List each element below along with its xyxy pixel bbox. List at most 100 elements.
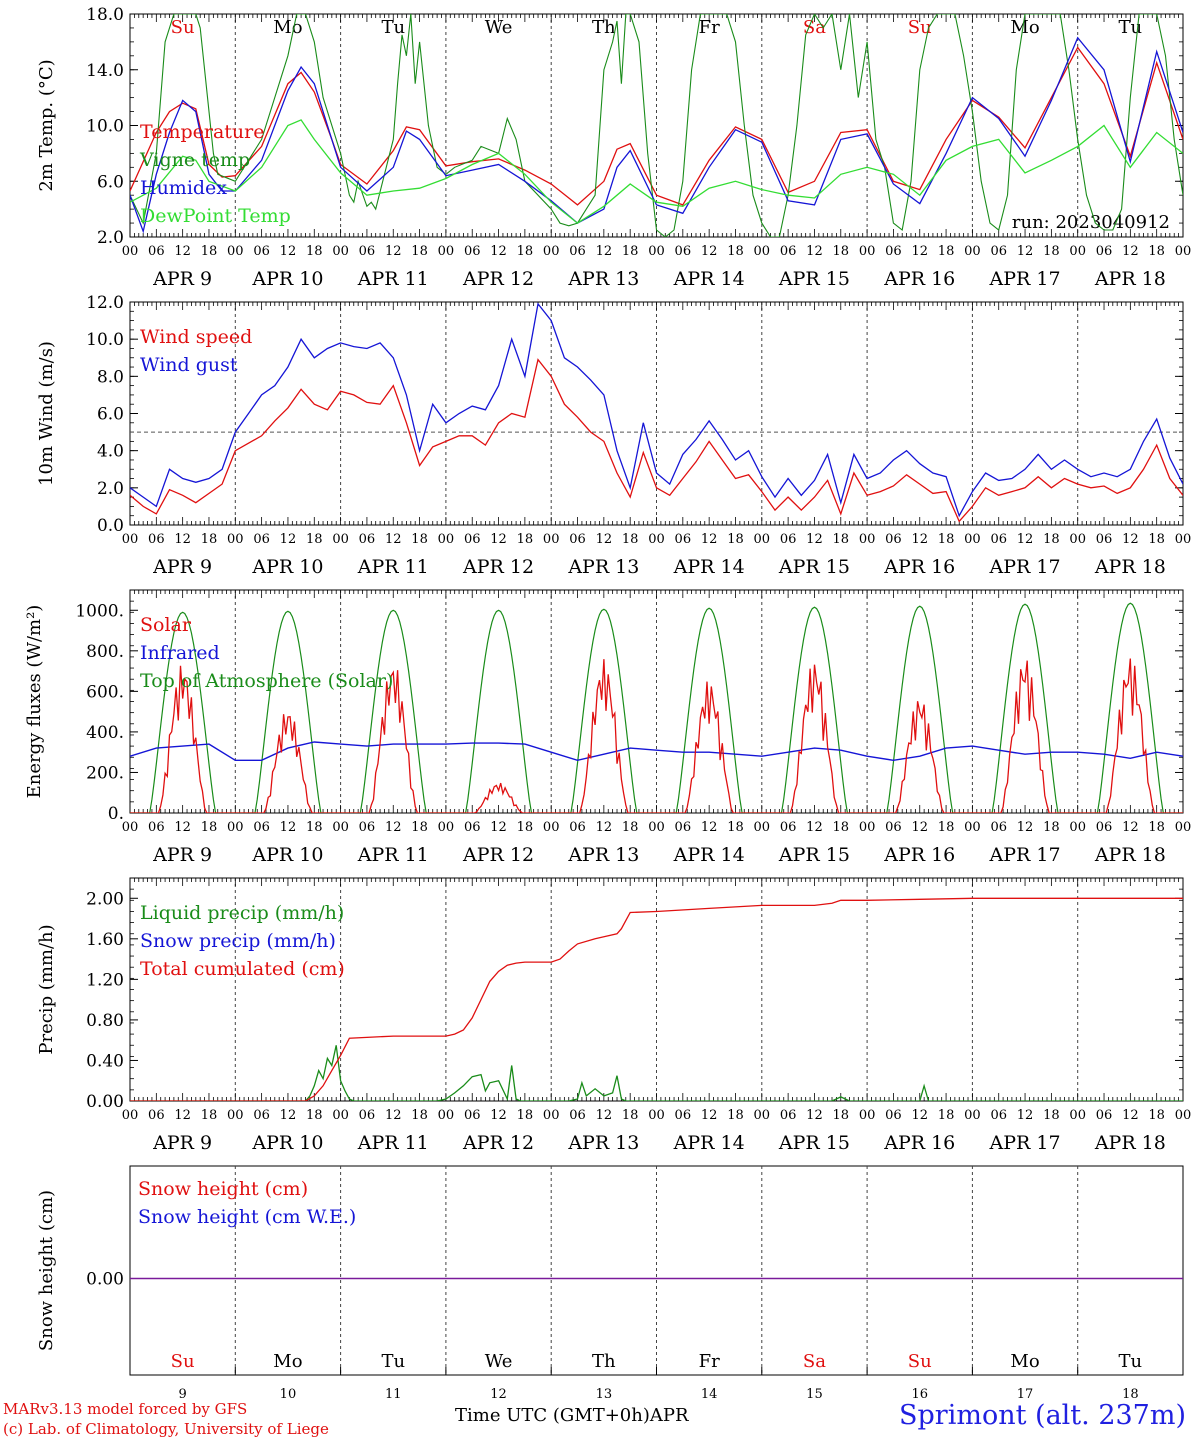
hour-label: 00	[1175, 532, 1192, 547]
temperature-line	[130, 46, 1183, 206]
legend-humidex: Humidex	[140, 177, 227, 199]
date-label: APR 11	[357, 556, 429, 578]
date-label: APR 14	[673, 268, 745, 290]
hour-label: 12	[1122, 820, 1139, 835]
hour-label: 18	[833, 532, 850, 547]
hour-label: 06	[253, 820, 270, 835]
lab-credit: (c) Lab. of Climatology, University of L…	[3, 1420, 329, 1438]
hour-label: 00	[122, 244, 139, 259]
weekday-label: Fr	[699, 1351, 720, 1372]
weekday-label: We	[485, 17, 513, 38]
hour-label: 18	[201, 820, 218, 835]
hour-label: 06	[990, 244, 1007, 259]
date-label: APR 9	[152, 1132, 212, 1154]
day-number-label: 10	[280, 1387, 297, 1402]
hour-label: 00	[1175, 244, 1192, 259]
date-label: APR 15	[778, 844, 850, 866]
hour-label: 00	[122, 820, 139, 835]
y-tick-label: 0.00	[86, 1092, 124, 1112]
hour-label: 18	[517, 244, 534, 259]
weekday-label: Tu	[381, 1351, 405, 1372]
hour-label: 06	[253, 532, 270, 547]
hour-label: 00	[859, 532, 876, 547]
humidex-line	[130, 302, 1183, 518]
hour-label: 06	[569, 1108, 586, 1123]
legend-temperature: Solar	[140, 614, 192, 636]
hour-label: 12	[806, 820, 823, 835]
panels-layer: 2.0 6.0 10.0 14.0 18.0 2m Temp. (°C) 00 06 12 18 A…	[24, 5, 1191, 1402]
legend-humidex: Snow height (cm W.E.)	[138, 1206, 356, 1228]
date-label: APR 11	[357, 1132, 429, 1154]
hour-label: 06	[1096, 532, 1113, 547]
legend-vigne: Liquid precip (mm/h)	[140, 902, 344, 924]
hour-label: 18	[517, 820, 534, 835]
date-label: APR 18	[1094, 844, 1166, 866]
hour-label: 18	[201, 244, 218, 259]
hour-label: 00	[543, 244, 560, 259]
series-layer	[130, 14, 1183, 237]
hour-label: 00	[1069, 1108, 1086, 1123]
hour-label: 06	[359, 244, 376, 259]
y-tick-label: 18.0	[86, 5, 124, 25]
date-label: APR 15	[778, 1132, 850, 1154]
date-label: APR 18	[1094, 1132, 1166, 1154]
hour-label: 06	[675, 244, 692, 259]
weekday-label: Sa	[803, 1351, 826, 1372]
date-label: APR 18	[1094, 268, 1166, 290]
hour-label: 12	[280, 820, 297, 835]
date-label: APR 12	[462, 1132, 534, 1154]
hour-label: 06	[569, 244, 586, 259]
hour-label: 06	[253, 244, 270, 259]
weekday-label: We	[485, 1351, 513, 1372]
hour-label: 06	[780, 1108, 797, 1123]
hour-label: 06	[780, 532, 797, 547]
date-label: APR 10	[251, 268, 323, 290]
hour-label: 00	[964, 820, 981, 835]
hour-label: 00	[859, 820, 876, 835]
date-label: APR 13	[567, 268, 639, 290]
legend-vigne: Top of Atmosphere (Solar)	[140, 670, 393, 692]
hour-label: 00	[122, 1108, 139, 1123]
day-number-label: 14	[701, 1387, 718, 1402]
panel-4: 0.00 0.40 0.80 1.20 1.60 2.00 Precip (mm/h) 00 0…	[36, 877, 1191, 1154]
hour-label: 06	[148, 1108, 165, 1123]
date-label: APR 18	[1094, 556, 1166, 578]
date-label: APR 14	[673, 556, 745, 578]
date-label: APR 12	[462, 844, 534, 866]
legend-humidex: Infrared	[140, 642, 220, 664]
hour-label: 00	[543, 1108, 560, 1123]
y-tick-label: 1.20	[86, 970, 124, 990]
hour-label: 12	[385, 1108, 402, 1123]
hour-label: 00	[438, 244, 455, 259]
x-axis-month: APR	[649, 1405, 689, 1426]
hour-label: 06	[885, 532, 902, 547]
hour-label: 00	[648, 1108, 665, 1123]
hour-label: 18	[411, 244, 428, 259]
hour-label: 12	[280, 1108, 297, 1123]
hour-label: 18	[306, 244, 323, 259]
hour-label: 18	[833, 1108, 850, 1123]
hour-label: 12	[174, 820, 191, 835]
temperature-line	[130, 358, 1183, 523]
hour-label: 18	[1043, 244, 1060, 259]
hour-label: 12	[490, 1108, 507, 1123]
hour-label: 00	[332, 820, 349, 835]
legend-dewpoint: DewPoint Temp	[140, 205, 291, 227]
hour-label: 00	[1069, 532, 1086, 547]
y-axis-label: 10m Wind (m/s)	[36, 341, 57, 486]
hour-label: 00	[438, 1108, 455, 1123]
weekday-label: Sa	[803, 17, 826, 38]
hour-label: 18	[306, 1108, 323, 1123]
legend-temperature: Temperature	[140, 121, 264, 143]
hour-label: 12	[1122, 1108, 1139, 1123]
hour-label: 00	[227, 532, 244, 547]
station-name: Sprimont (alt. 237m)	[899, 1400, 1186, 1431]
hour-label: 00	[543, 820, 560, 835]
hour-label: 12	[280, 532, 297, 547]
day-number-label: 16	[911, 1387, 928, 1402]
hour-label: 06	[990, 820, 1007, 835]
hour-label: 06	[675, 1108, 692, 1123]
vigne-line	[130, 1045, 1183, 1101]
y-tick-label: 6.0	[97, 172, 124, 192]
vigne-line	[130, 14, 1183, 237]
